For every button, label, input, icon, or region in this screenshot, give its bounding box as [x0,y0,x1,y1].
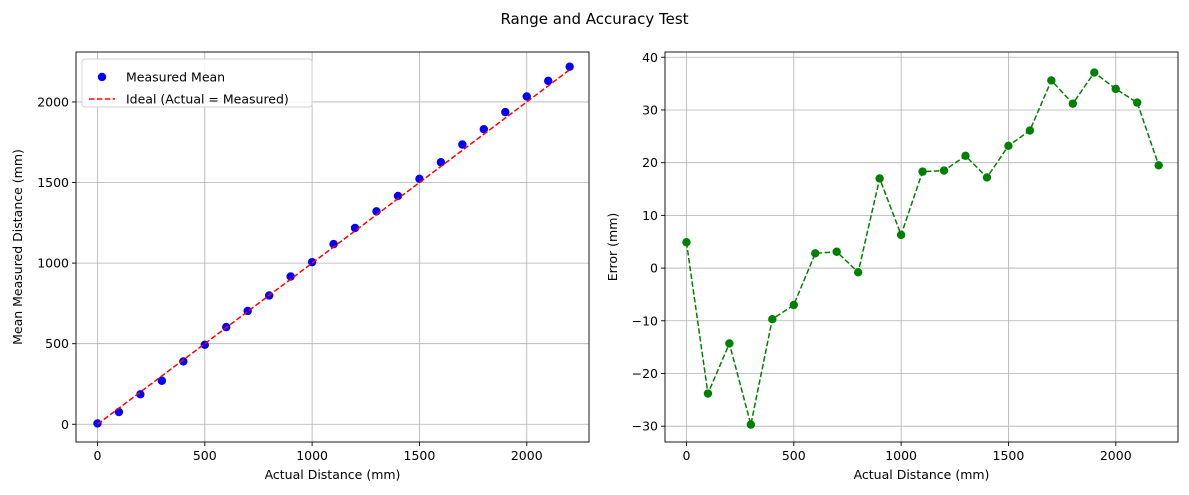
x-tick-label: 1000 [296,448,328,463]
y-tick-label: 20 [642,155,658,170]
data-point [157,376,167,385]
data-point [703,389,713,398]
data-point [811,249,820,258]
y-tick-label: 1500 [37,175,69,190]
data-point [544,76,553,86]
y-tick-label: 0 [61,417,69,432]
legend-marker-points [97,72,107,82]
y-tick-label: 30 [642,102,658,117]
y-tick-label: 10 [642,208,658,223]
y-tick-label: 40 [642,50,658,65]
data-point [1133,98,1142,107]
data-point [1068,99,1078,108]
data-point [1154,161,1163,170]
x-axis-label: Actual Distance (mm) [265,467,401,482]
data-point [789,300,798,310]
y-tick-label: 1000 [37,256,69,271]
data-point [1047,76,1056,85]
data-point [746,420,756,429]
y-tick-label: 2000 [37,94,69,109]
data-point [458,140,467,149]
data-point [853,268,863,277]
data-point [479,124,489,134]
y-tick-label: −10 [632,313,658,328]
axes-frame [75,51,590,443]
legend-box [81,58,313,108]
data-point [768,315,777,324]
x-tick-label: 1500 [993,448,1025,463]
data-point [918,167,927,176]
x-tick-label: 500 [782,448,806,463]
data-point [982,173,992,182]
x-tick-label: 2000 [511,448,543,463]
data-point [682,238,691,247]
x-tick-label: 0 [93,448,101,463]
x-tick-label: 1000 [885,448,917,463]
data-point [832,247,841,256]
data-point [939,166,949,175]
data-point [522,92,531,101]
data-point [393,191,403,201]
data-point [286,272,295,281]
figure-title: Range and Accuracy Test [500,10,688,28]
chart-panel-2: 0 500 1000 1500 2000 −30 −20 −10 0 10 20 30 40 Actual… [605,50,1179,482]
legend: Measured Mean Ideal (Actual = Measured) [81,58,313,108]
axes-frame [664,51,1179,443]
data-point [725,339,734,348]
legend-entry-label: Ideal (Actual = Measured) [126,92,289,107]
chart-panel-1: 0 500 1000 1500 2000 0 500 1000 1500 2000 Actual D… [10,51,590,482]
y-axis-label: Mean Measured Distance (mm) [10,149,25,345]
x-tick-label: 2000 [1100,448,1132,463]
legend-entry-label: Measured Mean [126,70,225,85]
data-point [875,174,884,183]
x-axis-label: Actual Distance (mm) [854,467,990,482]
x-tick-label: 0 [682,448,690,463]
series-line-2-1 [685,71,1160,425]
data-point [1004,141,1013,151]
y-tick-label: 500 [45,336,69,351]
data-point [1090,68,1099,77]
data-point [136,390,145,399]
y-tick-label: −30 [632,419,658,434]
x-tick-label: 1500 [404,448,436,463]
x-tick-label: 500 [193,448,217,463]
y-tick-label: 0 [650,261,658,276]
series-line-1-2 [97,69,571,425]
y-tick-label: −20 [632,366,658,381]
data-point [896,230,906,240]
data-point [565,62,574,71]
data-point [1111,84,1120,94]
data-point [961,151,970,161]
data-point [179,357,188,366]
y-axis-label: Error (mm) [605,213,620,282]
data-point [501,107,510,117]
data-point [1025,126,1035,135]
data-point [436,158,446,167]
